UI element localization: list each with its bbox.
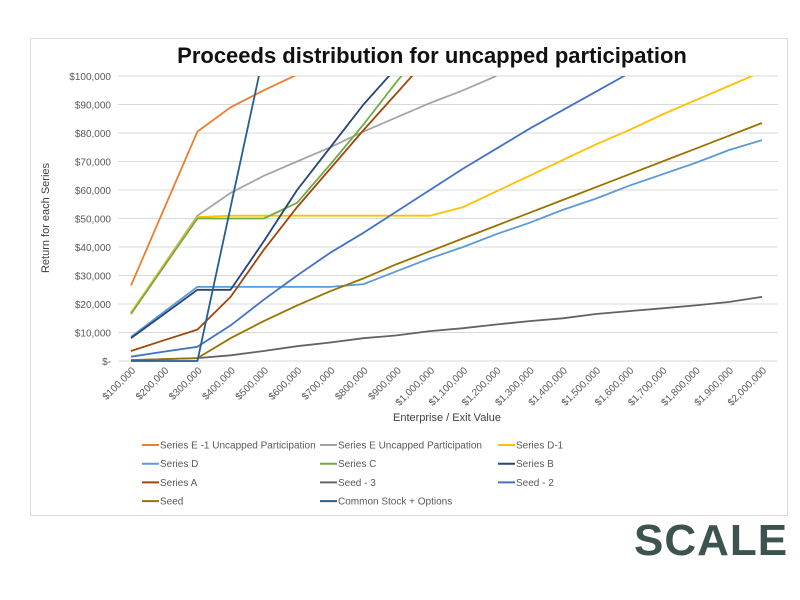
x-tick-label: $400,000 bbox=[200, 365, 238, 403]
series-line-series-e-1-uncapped-participation bbox=[130, 76, 297, 286]
series-line-series-c bbox=[130, 76, 403, 315]
legend-label: Series E Uncapped Participation bbox=[338, 441, 482, 452]
x-tick-label: $500,000 bbox=[234, 365, 272, 403]
x-tick-label: $600,000 bbox=[267, 365, 305, 403]
y-axis-title: Return for each Series bbox=[40, 162, 52, 273]
y-tick-label: $30,000 bbox=[75, 272, 112, 283]
y-tick-label: $10,000 bbox=[75, 329, 112, 340]
series-line-common-stock-options bbox=[131, 76, 260, 362]
legend-label: Series E -1 Uncapped Participation bbox=[160, 441, 316, 452]
legend-label: Series A bbox=[160, 478, 198, 489]
y-tick-label: $- bbox=[102, 357, 111, 368]
series-line-seed bbox=[130, 122, 763, 361]
y-tick-label: $50,000 bbox=[75, 215, 112, 226]
legend-label: Seed bbox=[160, 497, 183, 508]
y-tick-label: $60,000 bbox=[75, 186, 112, 197]
series-line-seed-3 bbox=[130, 296, 763, 361]
legend-label: Series C bbox=[338, 459, 376, 470]
legend-label: Series D-1 bbox=[516, 441, 564, 452]
series-line-seed-2 bbox=[130, 76, 626, 358]
x-axis-title: Enterprise / Exit Value bbox=[393, 412, 501, 424]
x-tick-label: $200,000 bbox=[134, 365, 172, 403]
x-tick-label: $300,000 bbox=[167, 365, 205, 403]
y-tick-label: $40,000 bbox=[75, 243, 112, 254]
x-tick-label: $100,000 bbox=[101, 365, 139, 403]
legend-label: Series B bbox=[516, 459, 554, 470]
scale-logo: SCALE bbox=[634, 516, 789, 565]
series-line-series-d bbox=[130, 139, 763, 338]
y-tick-label: $90,000 bbox=[75, 101, 112, 112]
x-tick-label: $800,000 bbox=[333, 365, 371, 403]
series-line-series-a bbox=[130, 76, 414, 352]
y-tick-label: $70,000 bbox=[75, 158, 112, 169]
legend-label: Seed - 2 bbox=[516, 478, 554, 489]
legend-label: Seed - 3 bbox=[338, 478, 376, 489]
series-line-series-d-1 bbox=[130, 76, 755, 314]
legend-label: Common Stock + Options bbox=[338, 497, 452, 508]
y-tick-label: $80,000 bbox=[75, 129, 112, 140]
series-line-series-e-uncapped-participation bbox=[130, 76, 497, 314]
y-tick-label: $20,000 bbox=[75, 300, 112, 311]
chart-title: Proceeds distribution for uncapped parti… bbox=[177, 43, 687, 68]
series-line-series-b bbox=[130, 76, 391, 339]
y-tick-label: $100,000 bbox=[69, 72, 111, 83]
legend-label: Series D bbox=[160, 459, 198, 470]
x-tick-label: $700,000 bbox=[300, 365, 338, 403]
